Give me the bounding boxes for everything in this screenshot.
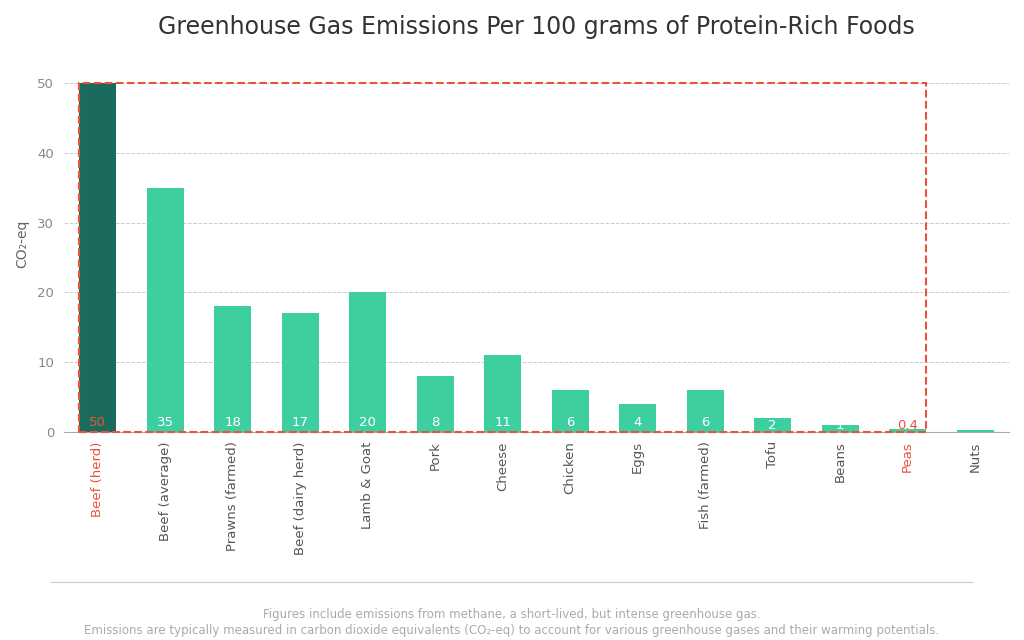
Text: Figures include emissions from methane, a short-lived, but intense greenhouse ga: Figures include emissions from methane, …: [263, 608, 761, 621]
Bar: [79, 83, 117, 432]
Text: 11: 11: [495, 416, 511, 429]
Text: 4: 4: [634, 416, 642, 429]
Text: 20: 20: [359, 416, 376, 429]
Bar: [79, 83, 927, 432]
Bar: [282, 314, 318, 432]
Text: 0.3: 0.3: [965, 419, 986, 432]
Bar: [214, 307, 251, 432]
Text: 50: 50: [89, 416, 106, 429]
Text: 0.4: 0.4: [897, 419, 919, 432]
Bar: [552, 390, 589, 432]
Bar: [484, 355, 521, 432]
Bar: [821, 425, 859, 432]
Y-axis label: CO₂-eq: CO₂-eq: [15, 220, 29, 268]
Text: 6: 6: [701, 416, 710, 429]
Bar: [417, 376, 454, 432]
Bar: [687, 390, 724, 432]
Text: 17: 17: [292, 416, 308, 429]
Bar: [349, 292, 386, 432]
Bar: [146, 188, 183, 432]
Bar: [754, 418, 792, 432]
Text: Emissions are typically measured in carbon dioxide equivalents (CO₂-eq) to accou: Emissions are typically measured in carb…: [84, 624, 940, 637]
Text: 18: 18: [224, 416, 241, 429]
Bar: [620, 404, 656, 432]
Text: 1: 1: [836, 419, 845, 432]
Text: 6: 6: [566, 416, 574, 429]
Bar: [956, 430, 994, 432]
Title: Greenhouse Gas Emissions Per 100 grams of Protein-Rich Foods: Greenhouse Gas Emissions Per 100 grams o…: [158, 15, 914, 39]
Text: 35: 35: [157, 416, 174, 429]
Bar: [889, 429, 927, 432]
Text: 8: 8: [431, 416, 439, 429]
Text: 2: 2: [768, 419, 777, 432]
